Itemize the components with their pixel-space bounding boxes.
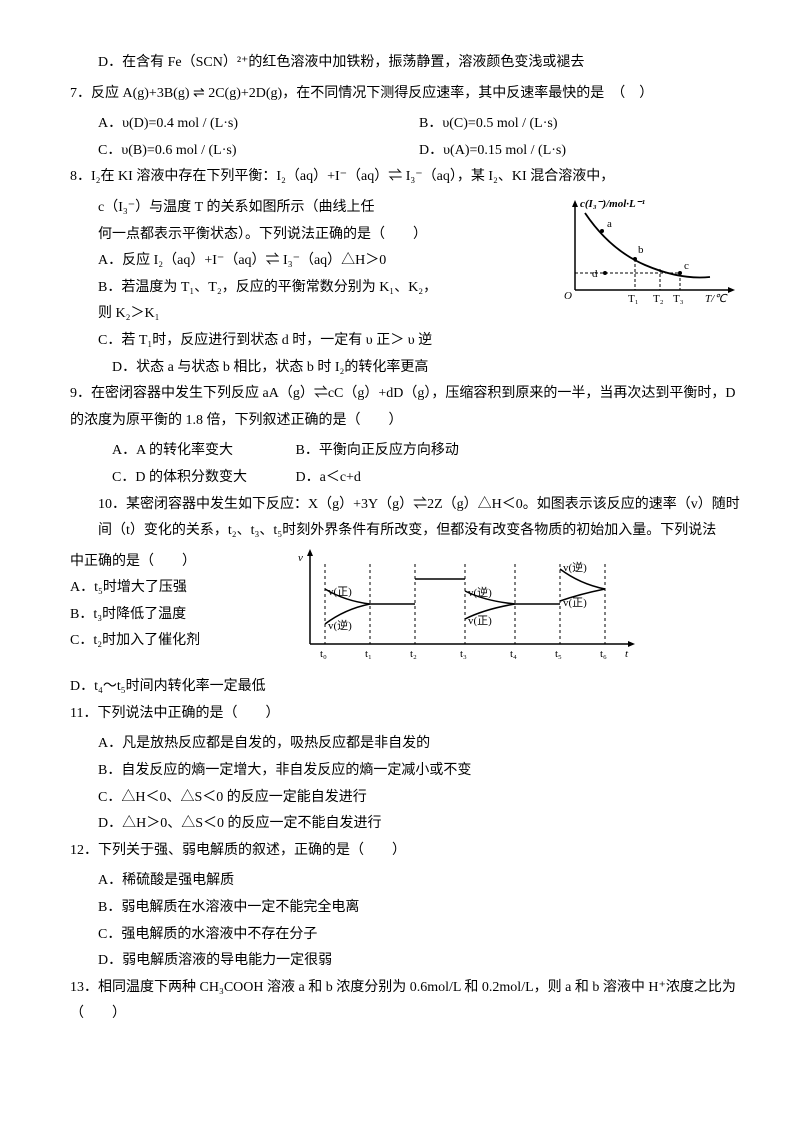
svg-text:v(逆): v(逆) bbox=[563, 560, 587, 574]
q9-row1: A．A 的转化率变大 B．平衡向正反应方向移动 bbox=[70, 438, 740, 465]
svg-text:t₂: t₂ bbox=[410, 648, 417, 660]
q12-stem: 12．下列关于强、弱电解质的叙述，正确的是（ ） bbox=[70, 838, 740, 865]
q10-A: A．t₅时增大了压强 bbox=[70, 575, 290, 602]
q9-C: C．D 的体积分数变大 bbox=[112, 465, 292, 492]
q8-line2: c（I₃⁻）与温度 T 的关系如图所示（曲线上任 bbox=[70, 195, 550, 222]
q10-B: B．t₃时降低了温度 bbox=[70, 602, 290, 629]
q8-chart: a b c d c(I₃⁻)/mol·L⁻¹ O T₁ T₂ T₃ T/℃ bbox=[550, 195, 740, 321]
svg-text:t₆: t₆ bbox=[600, 648, 607, 660]
q7-C: C．υ(B)=0.6 mol / (L·s) bbox=[98, 138, 419, 165]
svg-text:c(I₃⁻)/mol·L⁻¹: c(I₃⁻)/mol·L⁻¹ bbox=[580, 198, 645, 210]
svg-text:d: d bbox=[592, 268, 598, 280]
svg-text:O: O bbox=[564, 290, 572, 302]
svg-text:t₁: t₁ bbox=[365, 648, 372, 660]
q11-stem: 11．下列说法中正确的是（ ） bbox=[70, 701, 740, 728]
q8-line3: 何一点都表示平衡状态）。下列说法正确的是（ ） bbox=[70, 222, 550, 249]
q9-A: A．A 的转化率变大 bbox=[112, 438, 292, 465]
q10-C: C．t₂时加入了催化剂 bbox=[70, 628, 290, 655]
svg-text:v(逆): v(逆) bbox=[328, 618, 352, 632]
q10-chart: v t t₀ t₁ t₂ t₃ t₄ t₅ t₆ v(正) bbox=[290, 549, 640, 675]
q8-A: A．反应 I₂（aq）+I⁻（aq）⇌ I₃⁻（aq）△H＞0 bbox=[70, 248, 550, 275]
q7-D: D．υ(A)=0.15 mol / (L·s) bbox=[419, 138, 740, 165]
q11-A: A．凡是放热反应都是自发的，吸热反应都是非自发的 bbox=[70, 731, 740, 758]
q13-stem: 13．相同温度下两种 CH₃COOH 溶液 a 和 b 浓度分别为 0.6mol… bbox=[70, 975, 740, 1028]
q9-row2: C．D 的体积分数变大 D．a＜c+d bbox=[70, 465, 740, 492]
q12-B: B．弱电解质在水溶液中一定不能完全电离 bbox=[70, 895, 740, 922]
q7-stem: 7．反应 A(g)+3B(g) ⇌ 2C(g)+2D(g)，在不同情况下测得反应… bbox=[70, 81, 740, 108]
svg-text:v(正): v(正) bbox=[328, 586, 352, 598]
svg-text:v: v bbox=[298, 552, 303, 564]
q12-D: D．弱电解质溶液的导电能力一定很弱 bbox=[70, 948, 740, 975]
q10-stem: 10．某密闭容器中发生如下反应：X（g）+3Y（g）⇌2Z（g）△H＜0。如图表… bbox=[70, 492, 740, 545]
q9-D: D．a＜c+d bbox=[296, 470, 361, 485]
q11-D: D．△H＞0、△S＜0 的反应一定不能自发进行 bbox=[70, 811, 740, 838]
q6-option-d: D．在含有 Fe（SCN）²⁺的红色溶液中加铁粉，振荡静置，溶液颜色变浅或褪去 bbox=[70, 50, 740, 77]
svg-text:v(正): v(正) bbox=[468, 615, 492, 627]
svg-text:T₁: T₁ bbox=[628, 293, 639, 305]
svg-text:v(逆): v(逆) bbox=[468, 585, 492, 599]
svg-text:T/℃: T/℃ bbox=[705, 293, 728, 305]
q9-B: B．平衡向正反应方向移动 bbox=[296, 443, 459, 458]
q8-line1: 8．I₂在 KI 溶液中存在下列平衡：I₂（aq）+I⁻（aq）⇌ I₃⁻（aq… bbox=[70, 164, 740, 191]
svg-text:v(正): v(正) bbox=[563, 597, 587, 609]
q7-A: A．υ(D)=0.4 mol / (L·s) bbox=[98, 111, 419, 138]
q12-A: A．稀硫酸是强电解质 bbox=[70, 868, 740, 895]
svg-text:a: a bbox=[607, 218, 612, 230]
q7-options: A．υ(D)=0.4 mol / (L·s) B．υ(C)=0.5 mol / … bbox=[70, 111, 740, 164]
svg-text:b: b bbox=[638, 244, 644, 256]
svg-text:t₅: t₅ bbox=[555, 648, 562, 660]
q11-C: C．△H＜0、△S＜0 的反应一定能自发进行 bbox=[70, 785, 740, 812]
svg-text:T₂: T₂ bbox=[653, 293, 664, 305]
svg-text:t₄: t₄ bbox=[510, 648, 517, 660]
q11-B: B．自发反应的熵一定增大，非自发反应的熵一定减小或不变 bbox=[70, 758, 740, 785]
q8-B: B．若温度为 T₁、T₂，反应的平衡常数分别为 K₁、K₂， bbox=[70, 275, 550, 302]
q10-cont: 中正确的是（ ） bbox=[70, 549, 290, 576]
q8-D: D．状态 a 与状态 b 相比，状态 b 时 I₂的转化率更高 bbox=[70, 355, 740, 382]
q12-C: C．强电解质的水溶液中不存在分子 bbox=[70, 922, 740, 949]
svg-text:c: c bbox=[684, 260, 689, 272]
svg-text:t₀: t₀ bbox=[320, 648, 327, 660]
q8-C: C．若 T₁时，反应进行到状态 d 时，一定有 υ 正＞ υ 逆 bbox=[70, 328, 740, 355]
svg-text:T₃: T₃ bbox=[673, 293, 684, 305]
q10-D: D．t₄～t₅时间内转化率一定最低 bbox=[70, 674, 740, 701]
svg-text:t₃: t₃ bbox=[460, 648, 467, 660]
q8-Bcont: 则 K₂＞K₁ bbox=[70, 301, 550, 328]
svg-text:t: t bbox=[625, 648, 629, 660]
q9-stem: 9．在密闭容器中发生下列反应 aA（g）⇌cC（g）+dD（g），压缩容积到原来… bbox=[70, 381, 740, 434]
q7-B: B．υ(C)=0.5 mol / (L·s) bbox=[419, 111, 740, 138]
